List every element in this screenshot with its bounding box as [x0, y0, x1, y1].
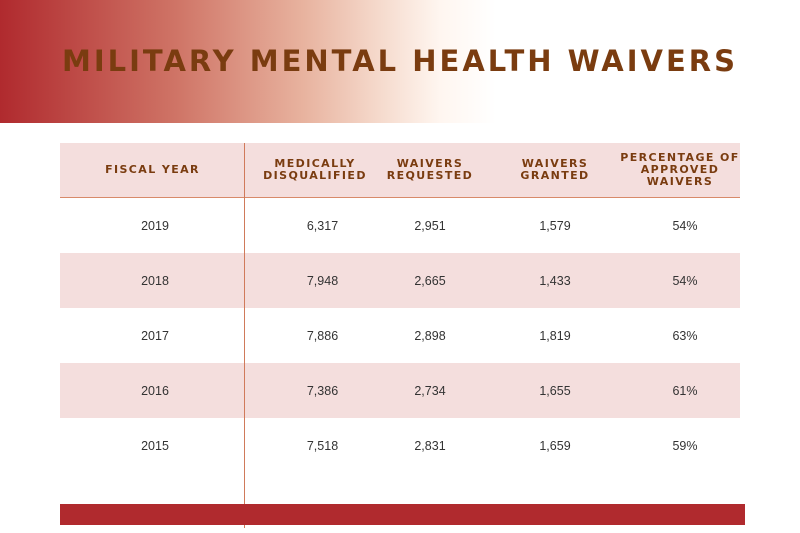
cell-waivers-requested: 2,665	[414, 273, 446, 288]
column-divider	[244, 143, 245, 528]
column-header-percentage-approved: PERCENTAGE OF APPROVED WAIVERS	[620, 151, 740, 188]
table-row: 2017 7,886 2,898 1,819 63%	[60, 308, 740, 363]
cell-waivers-granted: 1,819	[539, 328, 571, 343]
header-banner	[0, 0, 800, 123]
cell-percentage-approved: 54%	[672, 218, 698, 233]
table-row: 2015 7,518 2,831 1,659 59%	[60, 418, 740, 473]
cell-medically-disqualified: 7,948	[306, 273, 339, 288]
cell-waivers-requested: 2,734	[414, 383, 446, 398]
cell-percentage-approved: 59%	[672, 438, 698, 453]
cell-medically-disqualified: 7,386	[306, 383, 339, 398]
cell-waivers-granted: 1,655	[539, 383, 571, 398]
cell-percentage-approved: 61%	[672, 383, 698, 398]
page-title: MILITARY MENTAL HEALTH WAIVERS	[62, 44, 738, 78]
table-header-row: FISCAL YEAR MEDICALLY DISQUALIFIED WAIVE…	[60, 143, 740, 198]
cell-fiscal-year: 2017	[141, 328, 169, 343]
cell-fiscal-year: 2019	[141, 218, 169, 233]
waivers-table: FISCAL YEAR MEDICALLY DISQUALIFIED WAIVE…	[60, 143, 740, 473]
cell-waivers-granted: 1,579	[539, 218, 571, 233]
cell-medically-disqualified: 7,518	[306, 438, 339, 453]
cell-fiscal-year: 2015	[141, 438, 169, 453]
column-header-fiscal-year: FISCAL YEAR	[105, 163, 200, 176]
cell-waivers-granted: 1,433	[539, 273, 571, 288]
cell-medically-disqualified: 7,886	[306, 328, 339, 343]
cell-percentage-approved: 54%	[672, 273, 698, 288]
table-row: 2018 7,948 2,665 1,433 54%	[60, 253, 740, 308]
cell-fiscal-year: 2018	[141, 273, 169, 288]
table-row: 2019 6,317 2,951 1,579 54%	[60, 198, 740, 253]
column-header-waivers-requested: WAIVERS REQUESTED	[386, 157, 474, 182]
footer-bar	[60, 504, 745, 525]
column-header-medically-disqualified: MEDICALLY DISQUALIFIED	[263, 157, 367, 182]
cell-fiscal-year: 2016	[141, 383, 169, 398]
cell-waivers-requested: 2,951	[414, 218, 446, 233]
cell-waivers-requested: 2,898	[414, 328, 446, 343]
column-header-waivers-granted: WAIVERS GRANTED	[520, 157, 590, 182]
cell-waivers-requested: 2,831	[414, 438, 446, 453]
cell-waivers-granted: 1,659	[539, 438, 571, 453]
cell-medically-disqualified: 6,317	[306, 218, 339, 233]
table-row: 2016 7,386 2,734 1,655 61%	[60, 363, 740, 418]
cell-percentage-approved: 63%	[672, 328, 698, 343]
